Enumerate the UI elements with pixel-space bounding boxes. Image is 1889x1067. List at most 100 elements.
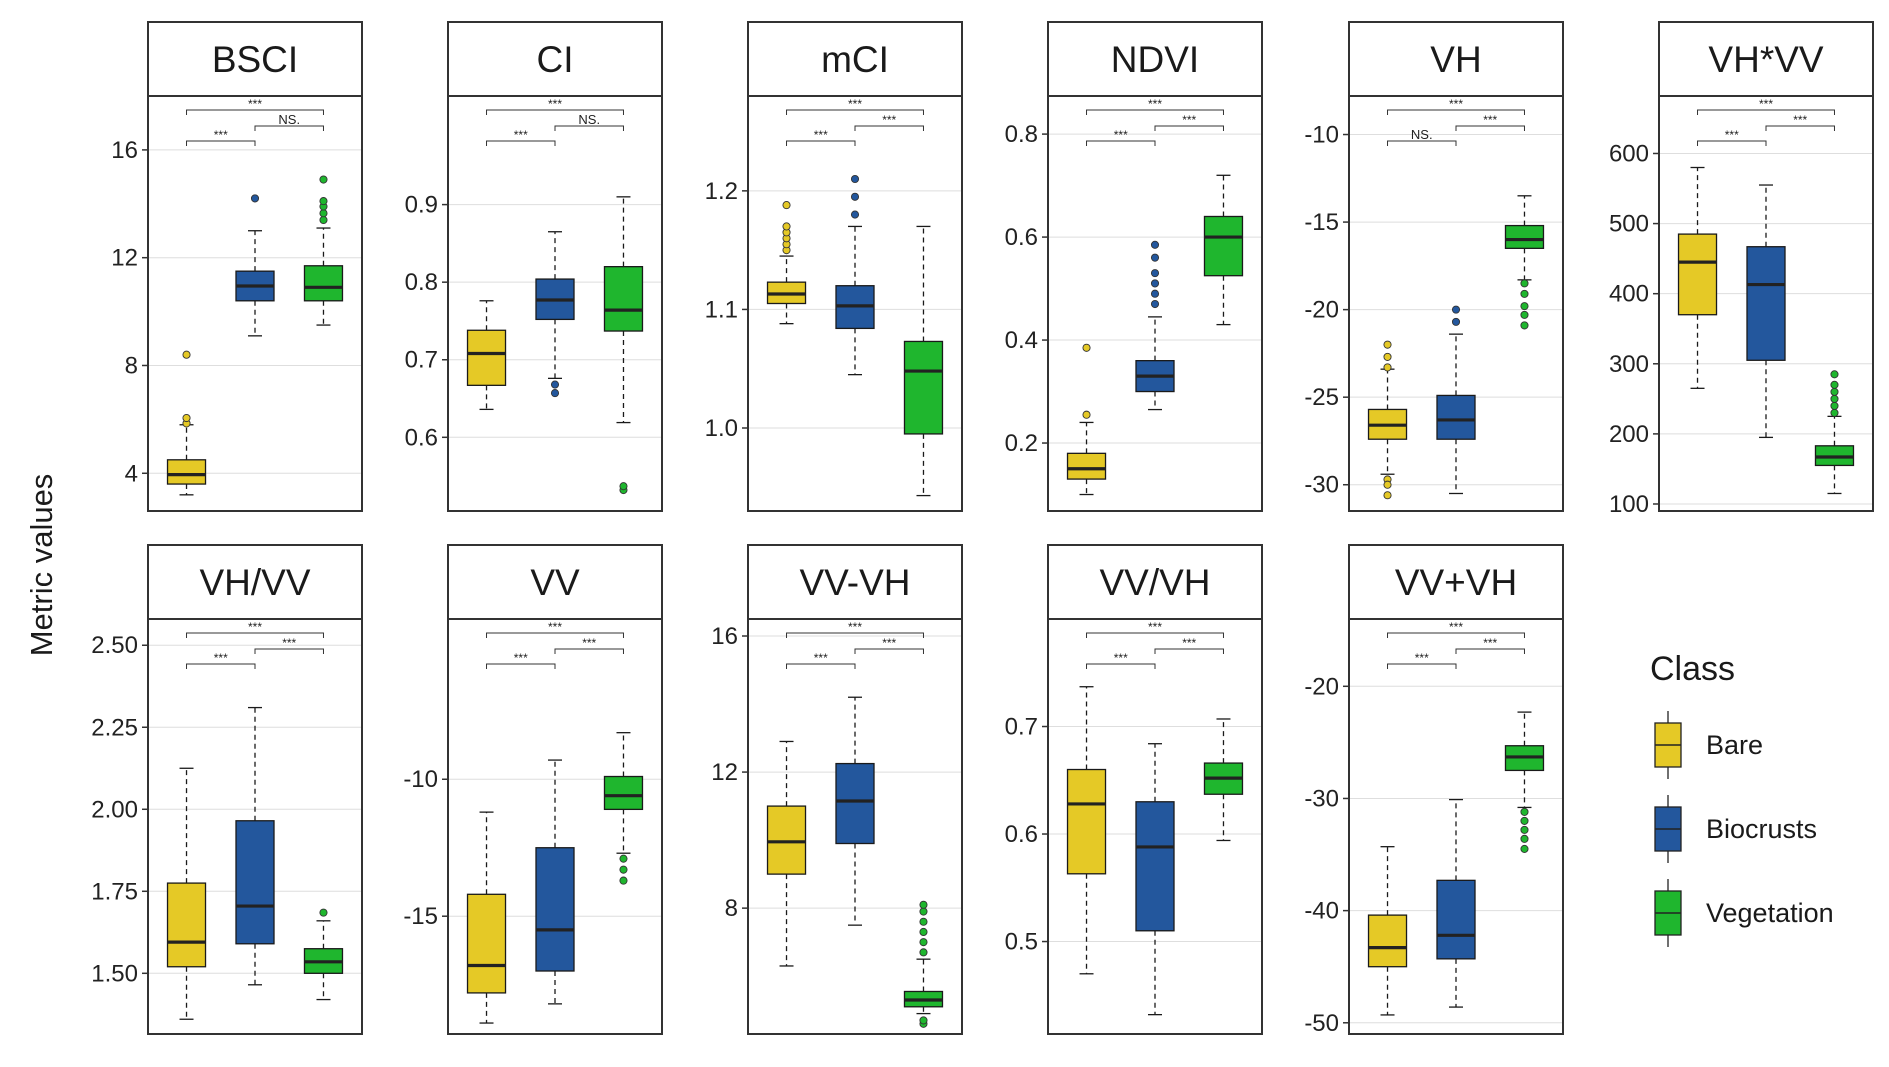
significance-bracket — [486, 109, 624, 115]
outlier-point — [782, 222, 791, 231]
y-tick-label: 0.4 — [1005, 327, 1038, 354]
legend-title: Class — [1650, 650, 1735, 688]
y-tick-label: 16 — [711, 623, 738, 650]
significance-label: *** — [1759, 97, 1773, 111]
facet-panel-vh-vv: VH*VV 100 200 300 400 500 600 *** *** *** — [1609, 21, 1874, 518]
facet-panel-ndvi: NDVI 0.2 0.4 0.6 0.8 *** *** *** — [1005, 21, 1263, 512]
significance-bracket — [254, 648, 324, 654]
panel-border — [147, 95, 363, 512]
y-tick-label: 2.00 — [91, 796, 138, 823]
facet-strip — [747, 21, 963, 97]
outlier-point — [1082, 343, 1091, 352]
y-tick-label: 4 — [125, 460, 138, 487]
y-tick-label: 2.25 — [91, 714, 138, 741]
outlier-point — [919, 938, 928, 947]
box-bare — [766, 201, 807, 325]
outlier-point — [1150, 299, 1160, 309]
outlier-point — [1150, 253, 1160, 262]
significance-bracket — [1697, 140, 1767, 146]
significance-label: *** — [214, 128, 228, 142]
outlier-point — [619, 482, 628, 491]
significance-bracket — [1697, 109, 1835, 115]
box-biocrusts — [1135, 240, 1175, 411]
outlier-point — [550, 389, 560, 398]
box-bare — [466, 811, 507, 1024]
significance-label: *** — [1449, 97, 1463, 111]
outlier-point — [919, 907, 928, 916]
significance-label: *** — [582, 636, 596, 650]
box-iqr — [1436, 879, 1476, 960]
y-tick-label: 300 — [1609, 351, 1649, 378]
facet-strip — [747, 544, 963, 620]
outlier-point — [619, 865, 628, 874]
y-tick-label: -30 — [1304, 785, 1339, 812]
box-iqr — [1066, 452, 1107, 480]
facet-strip — [1658, 21, 1874, 97]
box-bare — [1066, 686, 1107, 975]
facet-title: VV — [530, 562, 580, 603]
legend-item-biocrusts: Biocrusts — [1654, 795, 1817, 863]
box-iqr — [766, 805, 807, 875]
significance-label: *** — [282, 636, 296, 650]
panel-border — [1658, 95, 1874, 512]
y-tick-label: 2.50 — [91, 632, 138, 659]
box-iqr — [1436, 394, 1476, 440]
outlier-point — [782, 201, 791, 210]
y-tick-label: -25 — [1304, 384, 1339, 411]
y-axis-title: Metric values — [24, 474, 59, 657]
box-iqr — [303, 265, 344, 302]
outlier-point — [1830, 370, 1839, 379]
significance-bracket — [186, 109, 324, 115]
facet-strip — [1047, 21, 1263, 97]
significance-bracket — [554, 648, 624, 654]
box-bare — [766, 740, 807, 967]
box-biocrusts — [535, 759, 575, 1005]
outlier-point — [1150, 289, 1160, 298]
box-iqr — [535, 847, 575, 972]
box-iqr — [903, 340, 944, 435]
y-tick-label: 1.75 — [91, 878, 138, 905]
panel-border — [747, 95, 963, 512]
significance-bracket — [486, 632, 624, 638]
significance-label: *** — [1483, 113, 1497, 127]
y-tick-label: 0.2 — [1005, 430, 1038, 457]
facet-strip — [147, 544, 363, 620]
panel-border — [1348, 618, 1564, 1035]
outlier-point — [1830, 387, 1839, 396]
significance-label: *** — [1114, 651, 1128, 665]
y-tick-label: 600 — [1609, 140, 1649, 167]
significance-bracket — [1086, 140, 1156, 146]
y-tick-label: 0.6 — [1005, 821, 1038, 848]
box-iqr — [603, 266, 644, 332]
significance-label: *** — [514, 128, 528, 142]
outlier-point — [1520, 816, 1529, 825]
y-tick-label: -20 — [1304, 297, 1339, 324]
box-vegetation — [603, 196, 644, 495]
outlier-point — [1383, 340, 1392, 349]
significance-label: *** — [1725, 128, 1739, 142]
outlier-point — [919, 948, 928, 957]
significance-label: *** — [1114, 128, 1128, 142]
box-vegetation — [903, 900, 944, 1028]
y-tick-label: 0.5 — [1005, 929, 1038, 956]
box-iqr — [1203, 215, 1244, 277]
significance-bracket — [186, 140, 256, 146]
box-iqr — [1135, 801, 1175, 932]
y-tick-label: 8 — [125, 352, 138, 379]
outlier-point — [850, 210, 860, 219]
outlier-point — [1830, 408, 1839, 417]
y-tick-label: 12 — [111, 245, 138, 272]
box-biocrusts — [235, 706, 275, 986]
box-bare — [1677, 166, 1718, 389]
significance-bracket — [854, 648, 924, 654]
significance-bracket — [1765, 125, 1835, 131]
box-vegetation — [1814, 370, 1855, 495]
y-tick-label: -50 — [1304, 1010, 1339, 1037]
y-tick-label: -15 — [403, 903, 438, 930]
box-biocrusts — [1746, 184, 1786, 439]
significance-label: *** — [1148, 620, 1162, 634]
box-iqr — [466, 329, 507, 386]
panel-border — [147, 618, 363, 1035]
box-vegetation — [603, 732, 644, 885]
